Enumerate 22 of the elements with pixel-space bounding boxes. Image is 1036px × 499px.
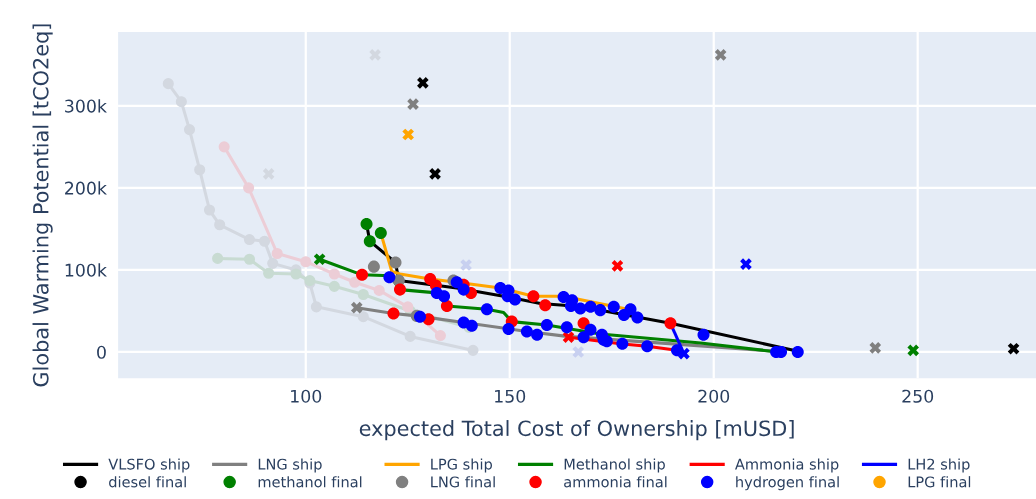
legend-label: LNG ship [258,458,322,473]
legend-label: diesel final [109,476,186,488]
legend-label: ammonia final [564,476,667,488]
x-axis-title: expected Total Cost of Ownership [mUSD] [359,420,794,441]
x-tick-label: 250 [902,389,934,403]
legend-label: LPG final [908,476,971,488]
legend-label: VLSFO ship [108,458,190,473]
legend-label: LNG final [431,476,495,488]
legend-label: methanol final [258,476,362,488]
legend-label: LH2 ship [908,458,970,473]
x-tick-label: 100 [291,389,322,403]
legend-label: Methanol ship [564,458,665,473]
x-tick-label: 200 [698,389,730,403]
y-tick-label: 0 [97,345,106,359]
y-tick-label: 100k [65,263,107,277]
legend-label: hydrogen final [736,476,839,491]
y-axis-title: Global Warming Potential [tCO2eq] [32,24,53,387]
y-tick-label: 200k [65,181,107,195]
x-tick-label: 150 [495,389,526,403]
legend-label: Ammonia ship [735,458,839,473]
legend-label: LPG ship [431,458,492,473]
y-tick-label: 300k [65,99,107,113]
